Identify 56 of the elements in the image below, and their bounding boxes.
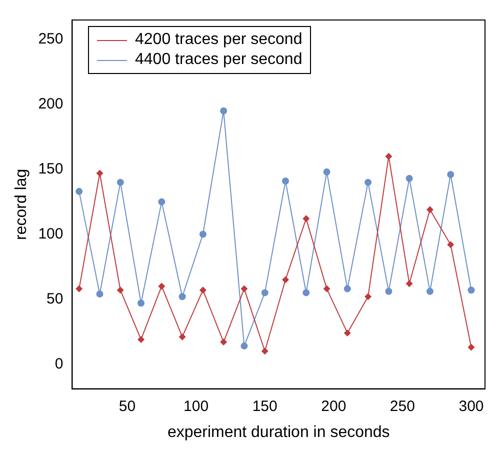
point bbox=[282, 276, 289, 284]
point bbox=[96, 290, 104, 298]
point bbox=[468, 286, 475, 294]
point bbox=[178, 333, 186, 340]
point bbox=[178, 293, 186, 300]
x-tick-label: 250 bbox=[390, 398, 415, 415]
legend-label: 4200 traces per second bbox=[135, 30, 302, 50]
point bbox=[282, 178, 289, 185]
point bbox=[364, 178, 372, 186]
x-tick-label: 200 bbox=[321, 398, 346, 415]
y-tick-label: 150 bbox=[38, 160, 64, 178]
point bbox=[76, 285, 83, 292]
point bbox=[447, 241, 454, 248]
point bbox=[447, 171, 454, 178]
point bbox=[138, 336, 145, 343]
point bbox=[220, 338, 228, 346]
point bbox=[302, 289, 310, 296]
point bbox=[426, 206, 434, 214]
point bbox=[364, 293, 372, 300]
point bbox=[426, 288, 434, 295]
point bbox=[138, 300, 145, 307]
y-axis-title: record lag bbox=[13, 168, 30, 240]
y-tick-label: 250 bbox=[38, 30, 64, 48]
y-tick-label: 50 bbox=[46, 290, 64, 308]
point bbox=[344, 329, 351, 336]
point bbox=[240, 342, 248, 350]
y-tick-label: 100 bbox=[38, 225, 64, 242]
point bbox=[406, 174, 413, 182]
point bbox=[261, 289, 268, 296]
point bbox=[199, 230, 206, 238]
point bbox=[158, 282, 166, 290]
point bbox=[385, 152, 392, 160]
x-tick-label: 300 bbox=[458, 398, 484, 415]
point bbox=[468, 344, 475, 351]
x-axis-title: experiment duration in seconds bbox=[167, 424, 390, 441]
point bbox=[240, 285, 248, 292]
point bbox=[323, 168, 330, 176]
point bbox=[302, 215, 310, 222]
point bbox=[323, 285, 330, 292]
point bbox=[158, 198, 166, 206]
legend-label: 4400 traces per second bbox=[135, 50, 302, 70]
point bbox=[344, 285, 351, 292]
x-tick-label: 100 bbox=[184, 398, 209, 415]
point bbox=[76, 188, 83, 195]
point bbox=[385, 288, 392, 295]
point bbox=[261, 348, 268, 355]
point bbox=[96, 170, 104, 177]
point bbox=[116, 178, 124, 186]
point bbox=[220, 107, 228, 114]
x-tick-label: 150 bbox=[252, 398, 278, 415]
x-tick-label: 50 bbox=[118, 398, 136, 415]
point bbox=[199, 286, 206, 294]
y-tick-label: 0 bbox=[54, 355, 64, 372]
point bbox=[406, 280, 413, 288]
y-tick-label: 200 bbox=[38, 96, 64, 113]
point bbox=[116, 286, 124, 294]
